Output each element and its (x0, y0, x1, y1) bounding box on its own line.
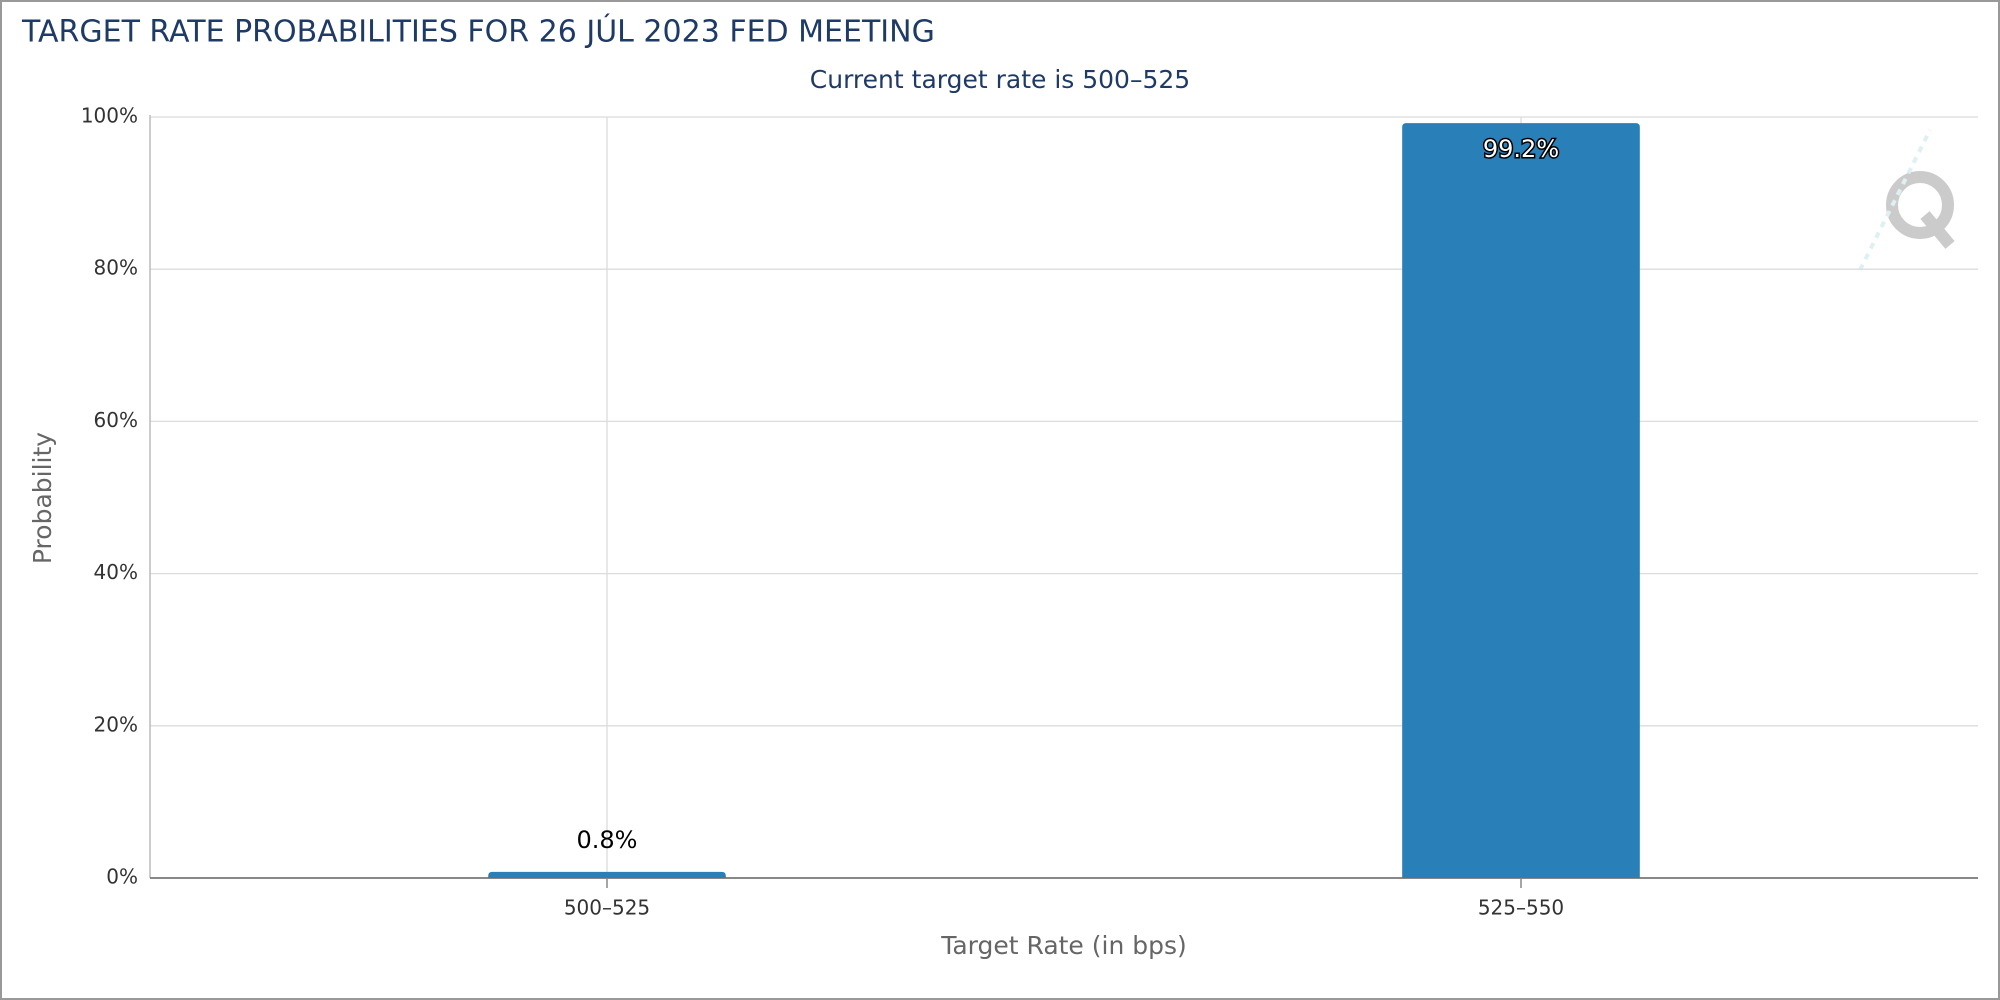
logo (1858, 129, 1955, 271)
x-tick-label: 500–525 (564, 896, 650, 920)
value-label: 0.8% (577, 826, 638, 854)
bar (1402, 123, 1640, 878)
y-tick-label: 40% (94, 560, 138, 584)
y-tick-label: 100% (81, 104, 138, 128)
bar (488, 871, 726, 878)
y-axis-title: Probability (28, 432, 57, 564)
chart-subtitle: Current target rate is 500–525 (810, 65, 1190, 94)
y-tick-label: 0% (106, 865, 138, 889)
y-tick-label: 20% (94, 712, 138, 736)
chart-title: TARGET RATE PROBABILITIES FOR 26 JÚL 202… (21, 13, 935, 50)
y-tick-label: 80% (94, 256, 138, 280)
x-tick-label: 525–550 (1478, 896, 1564, 920)
value-label: 99.2% (1483, 135, 1559, 163)
y-tick-label: 60% (94, 408, 138, 432)
x-axis-title: Target Rate (in bps) (940, 931, 1187, 960)
